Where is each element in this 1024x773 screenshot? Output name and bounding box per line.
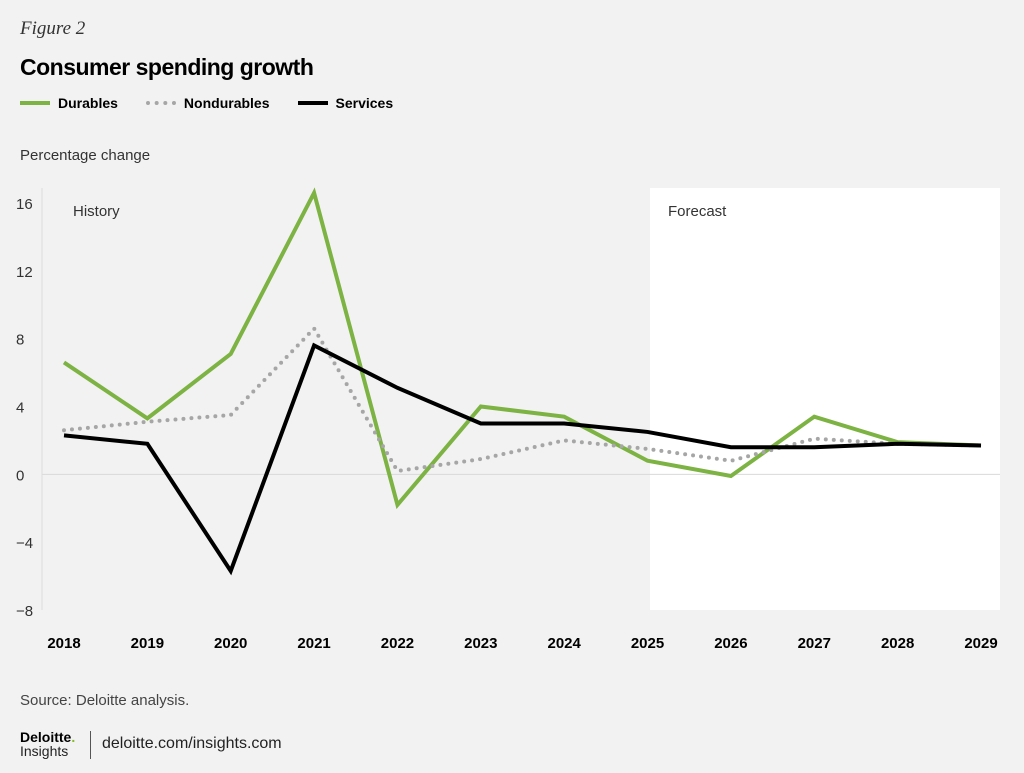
y-tick-label: 12 [16, 264, 33, 281]
y-tick-label: −4 [16, 535, 33, 552]
footer-url[interactable]: deloitte.com/insights.com [102, 735, 282, 752]
legend: Durables Nondurables Services [20, 95, 393, 111]
legend-label: Nondurables [183, 95, 270, 111]
deloitte-insights-logo: Deloitte. Insights [20, 729, 76, 759]
source-note: Source: Deloitte analysis. [20, 692, 190, 709]
legend-item-durables: Durables [20, 95, 118, 111]
chart-title: Consumer spending growth [20, 54, 314, 80]
x-tick-label: 2026 [714, 635, 747, 652]
forecast-label: Forecast [668, 203, 727, 220]
forecast-region [650, 188, 1000, 610]
x-tick-label: 2023 [464, 635, 497, 652]
x-tick-label: 2021 [297, 635, 330, 652]
x-tick-label: 2027 [798, 635, 831, 652]
series-line-nondurables [62, 325, 983, 474]
x-tick-label: 2020 [214, 635, 247, 652]
x-tick-label: 2028 [881, 635, 914, 652]
logo-text: Deloitte [20, 729, 72, 745]
legend-swatch [20, 101, 50, 105]
y-tick-label: 16 [16, 196, 33, 213]
divider [90, 731, 91, 759]
legend-label: Durables [58, 95, 118, 111]
legend-label: Services [335, 95, 394, 111]
legend-swatch [145, 101, 176, 105]
legend-item-nondurables: Nondurables [145, 95, 270, 111]
x-tick-label: 2025 [631, 635, 664, 652]
history-label: History [73, 203, 120, 220]
logo-subtext: Insights [20, 743, 69, 759]
y-tick-label: 8 [16, 332, 24, 349]
legend-swatch [297, 101, 328, 105]
y-tick-label: 4 [16, 400, 24, 417]
x-tick-label: 2019 [131, 635, 164, 652]
x-tick-label: 2022 [381, 635, 414, 652]
figure-label: Figure 2 [20, 18, 86, 39]
legend-item-services: Services [297, 95, 394, 111]
series-line-services [63, 342, 982, 576]
series-line-durables [62, 187, 982, 510]
x-tick-label: 2024 [547, 635, 581, 652]
y-tick-label: −8 [16, 603, 33, 620]
y-axis-label: Percentage change [20, 147, 151, 164]
x-tick-label: 2029 [964, 635, 997, 652]
x-tick-label: 2018 [47, 635, 80, 652]
y-tick-label: 0 [16, 467, 24, 484]
